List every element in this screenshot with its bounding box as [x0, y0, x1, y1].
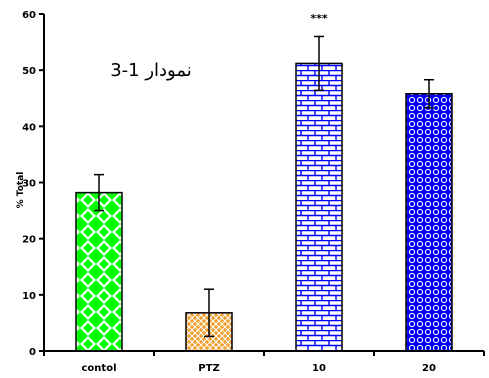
- bar-10: [295, 62, 343, 352]
- y-axis-label: % Total: [16, 172, 26, 209]
- y-tick-label: 10: [22, 291, 36, 302]
- x-tick-label: PTZ: [198, 363, 219, 374]
- x-tick-label: 10: [312, 363, 326, 374]
- x-axis: contol PTZ 10 20: [43, 350, 485, 374]
- y-tick-label: 50: [22, 66, 36, 77]
- y-tick-label: 40: [22, 122, 36, 133]
- chart-title: نمودار 1-3: [110, 60, 192, 81]
- y-tick-label: 30: [22, 179, 36, 190]
- y-tick-label: 60: [22, 10, 36, 21]
- bar-contol: [75, 191, 123, 352]
- significance-annotation: ***: [310, 12, 328, 25]
- y-tick-label: 20: [22, 235, 36, 246]
- x-tick-label: 20: [422, 363, 436, 374]
- x-tick-label: contol: [82, 363, 117, 374]
- y-tick-label: 0: [29, 347, 36, 358]
- chart-title-box: نمودار 1-3: [80, 42, 220, 96]
- bar-20: [405, 93, 453, 352]
- bars: ***: [75, 12, 453, 352]
- y-axis: 0 10 20 30 40 50 60: [22, 10, 45, 358]
